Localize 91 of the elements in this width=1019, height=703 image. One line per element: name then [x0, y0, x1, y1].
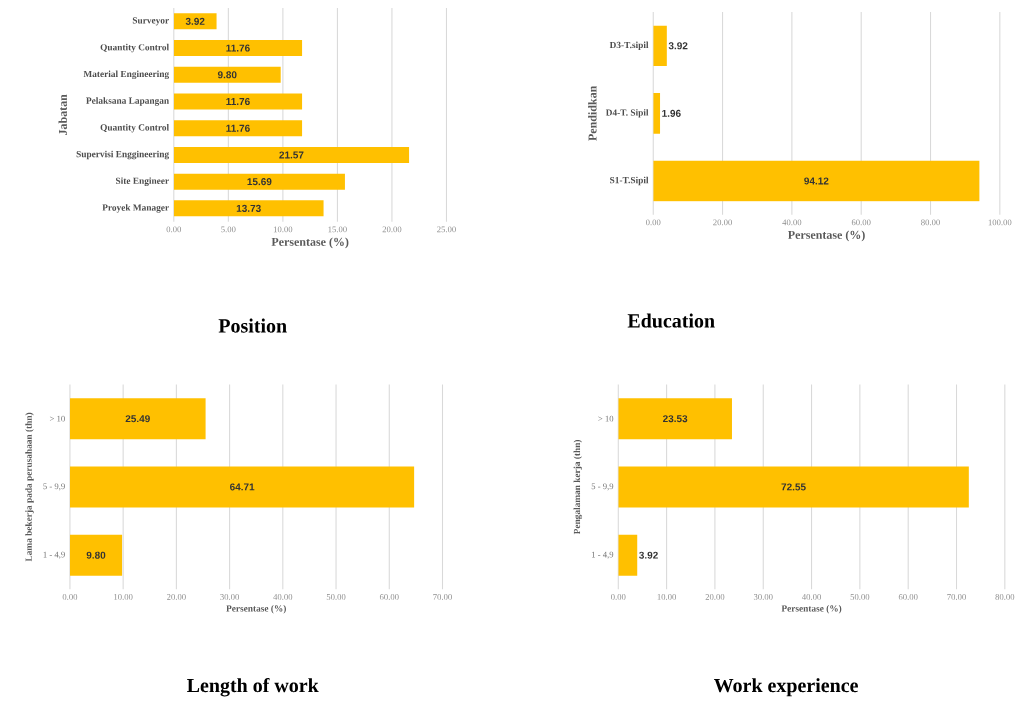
data-label: 9.80 — [86, 551, 106, 559]
x-tick-label: 50.00 — [850, 593, 870, 600]
x-tick-label: 80.00 — [921, 219, 940, 226]
data-label: 3.92 — [668, 42, 688, 50]
y-tick-label: > 10 — [49, 415, 65, 422]
text: Education — [627, 313, 715, 328]
bar — [173, 120, 303, 137]
data-label: 9.80 — [217, 71, 237, 79]
x-tick-label: 0.00 — [611, 593, 626, 600]
bar — [173, 200, 324, 217]
bar — [173, 13, 217, 30]
text: Length of work — [187, 677, 319, 697]
bar — [69, 398, 206, 440]
y-tick-label: > 10 — [598, 415, 614, 422]
y-axis-title: Lama bekerja pada perusahaan (thn) — [25, 412, 34, 562]
bar — [618, 466, 969, 508]
x-tick-label: 80.00 — [995, 593, 1015, 600]
bar — [618, 534, 638, 576]
data-label: 3.92 — [185, 17, 205, 25]
x-tick-label: 50.00 — [326, 593, 346, 600]
y-tick-label: Material Engineering — [83, 70, 170, 79]
x-tick-label: 10.00 — [273, 226, 293, 233]
bar — [173, 146, 410, 163]
x-tick-label: 15.00 — [328, 226, 347, 233]
x-axis-title: Persentase (%) — [271, 237, 349, 249]
x-tick-label: 100.00 — [988, 219, 1012, 226]
y-tick-label: D3-T.sipil — [609, 41, 649, 50]
y-tick-label: Supervisi Enggineering — [76, 150, 170, 160]
y-axis-title: Pengalaman kerja (thn) — [573, 439, 583, 535]
data-label: 3.92 — [639, 551, 658, 559]
x-tick-label: 60.00 — [898, 593, 918, 600]
bar — [69, 466, 415, 508]
x-tick-label: 20.00 — [713, 219, 732, 226]
x-axis-title: Persentase (%) — [787, 230, 865, 242]
x-tick-label: 0.00 — [646, 219, 661, 226]
x-tick-label: 40.00 — [273, 593, 293, 600]
x-tick-label: 30.00 — [220, 593, 239, 600]
data-label: 25.49 — [125, 415, 150, 423]
y-tick-label: Site Engineer — [116, 177, 169, 186]
data-label: 13.73 — [236, 204, 261, 212]
y-tick-label: Quantity Control — [100, 43, 169, 53]
x-tick-label: 10.00 — [657, 593, 676, 600]
bar — [173, 39, 303, 57]
x-tick-label: 20.00 — [705, 593, 725, 600]
x-tick-label: 40.00 — [801, 593, 821, 600]
y-tick-label: 1 - 4,9 — [591, 551, 614, 559]
x-tick-label: 5.00 — [221, 226, 236, 233]
bar — [173, 173, 345, 190]
data-label: 23.53 — [662, 415, 688, 423]
x-tick-label: 0.00 — [166, 226, 182, 233]
data-label: 11.76 — [226, 124, 250, 132]
bar — [173, 66, 281, 83]
y-tick-label: D4-T. Sipil — [605, 109, 649, 118]
y-tick-label: 1 - 4,9 — [43, 551, 65, 559]
data-label: 11.76 — [226, 97, 250, 105]
data-label: 64.71 — [230, 483, 255, 491]
x-tick-label: 70.00 — [947, 593, 966, 600]
y-tick-label: Pelaksana Lapangan — [86, 97, 169, 106]
bar — [173, 93, 303, 110]
data-label: 15.69 — [247, 178, 272, 186]
bar — [653, 25, 667, 66]
y-tick-label: Surveyor — [132, 17, 169, 26]
bar — [618, 398, 732, 440]
y-axis-title: Pendidkan — [588, 85, 597, 141]
y-tick-label: Quantity Control — [100, 123, 169, 133]
data-label: 94.12 — [804, 177, 829, 185]
y-axis-title: Jabatan — [58, 94, 67, 135]
x-axis-title: Persentase (%) — [226, 604, 286, 614]
x-tick-label: 30.00 — [753, 593, 773, 600]
x-tick-label: 20.00 — [382, 226, 402, 233]
bar — [653, 160, 980, 202]
x-axis-title: Persentase (%) — [781, 604, 842, 614]
data-label: 72.55 — [781, 483, 806, 491]
bar — [69, 534, 123, 576]
y-tick-label: 5 - 9,9 — [591, 483, 614, 491]
y-tick-label: 5 - 9,9 — [43, 483, 65, 491]
data-label: 11.76 — [226, 44, 250, 52]
x-tick-label: 0.00 — [62, 593, 78, 600]
x-tick-label: 10.00 — [114, 593, 133, 600]
data-label: 1.96 — [662, 109, 681, 117]
x-tick-label: 25.00 — [437, 226, 456, 233]
data-label: 21.57 — [279, 151, 304, 159]
y-tick-label: S1-T.Sipil — [610, 176, 649, 186]
x-tick-label: 40.00 — [782, 219, 802, 226]
x-tick-label: 70.00 — [433, 593, 452, 600]
x-tick-label: 20.00 — [167, 593, 186, 600]
x-tick-label: 60.00 — [851, 219, 871, 226]
y-tick-label: Proyek Manager — [102, 204, 169, 213]
text: Position — [218, 318, 287, 333]
x-tick-label: 60.00 — [379, 593, 399, 600]
text: Work experience — [713, 678, 858, 697]
